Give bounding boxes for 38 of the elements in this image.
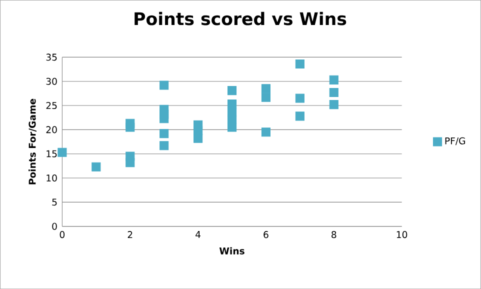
y-tick-label: 0 — [52, 222, 57, 230]
y-tick-label: 10 — [46, 174, 57, 182]
y-tick-label: 15 — [46, 150, 57, 158]
point — [160, 80, 169, 90]
point — [126, 122, 135, 132]
x-tick-label: 8 — [332, 230, 336, 238]
y-tick-label: 25 — [46, 102, 57, 109]
x-axis-title: Wins — [219, 247, 244, 254]
point — [329, 75, 338, 84]
point — [160, 141, 169, 150]
x-tick-label: 6 — [264, 230, 268, 238]
y-tick-label: 20 — [46, 126, 57, 134]
x-tick-label: 2 — [128, 230, 132, 238]
point — [160, 114, 169, 124]
point — [58, 148, 67, 157]
point — [227, 122, 237, 132]
point — [329, 88, 338, 97]
y-tick-label: 35 — [46, 54, 57, 61]
point — [261, 127, 271, 137]
y-axis-title: Points For/Game — [28, 98, 36, 184]
point — [295, 112, 304, 121]
point — [92, 162, 101, 172]
point — [261, 92, 271, 102]
point — [295, 59, 304, 68]
point — [126, 158, 135, 167]
point — [295, 94, 304, 103]
point — [261, 84, 271, 94]
point — [194, 134, 203, 143]
point — [329, 100, 338, 109]
x-tick-label: 10 — [396, 230, 408, 238]
y-tick-label: 30 — [46, 78, 57, 85]
legend-label: PF/G — [445, 137, 466, 145]
x-tick-label: 0 — [60, 230, 65, 238]
x-tick-label: 4 — [196, 230, 200, 238]
chart-title: Points scored vs Wins — [134, 12, 346, 26]
y-tick-label: 5 — [52, 198, 57, 206]
point — [227, 86, 237, 95]
point — [160, 128, 169, 138]
